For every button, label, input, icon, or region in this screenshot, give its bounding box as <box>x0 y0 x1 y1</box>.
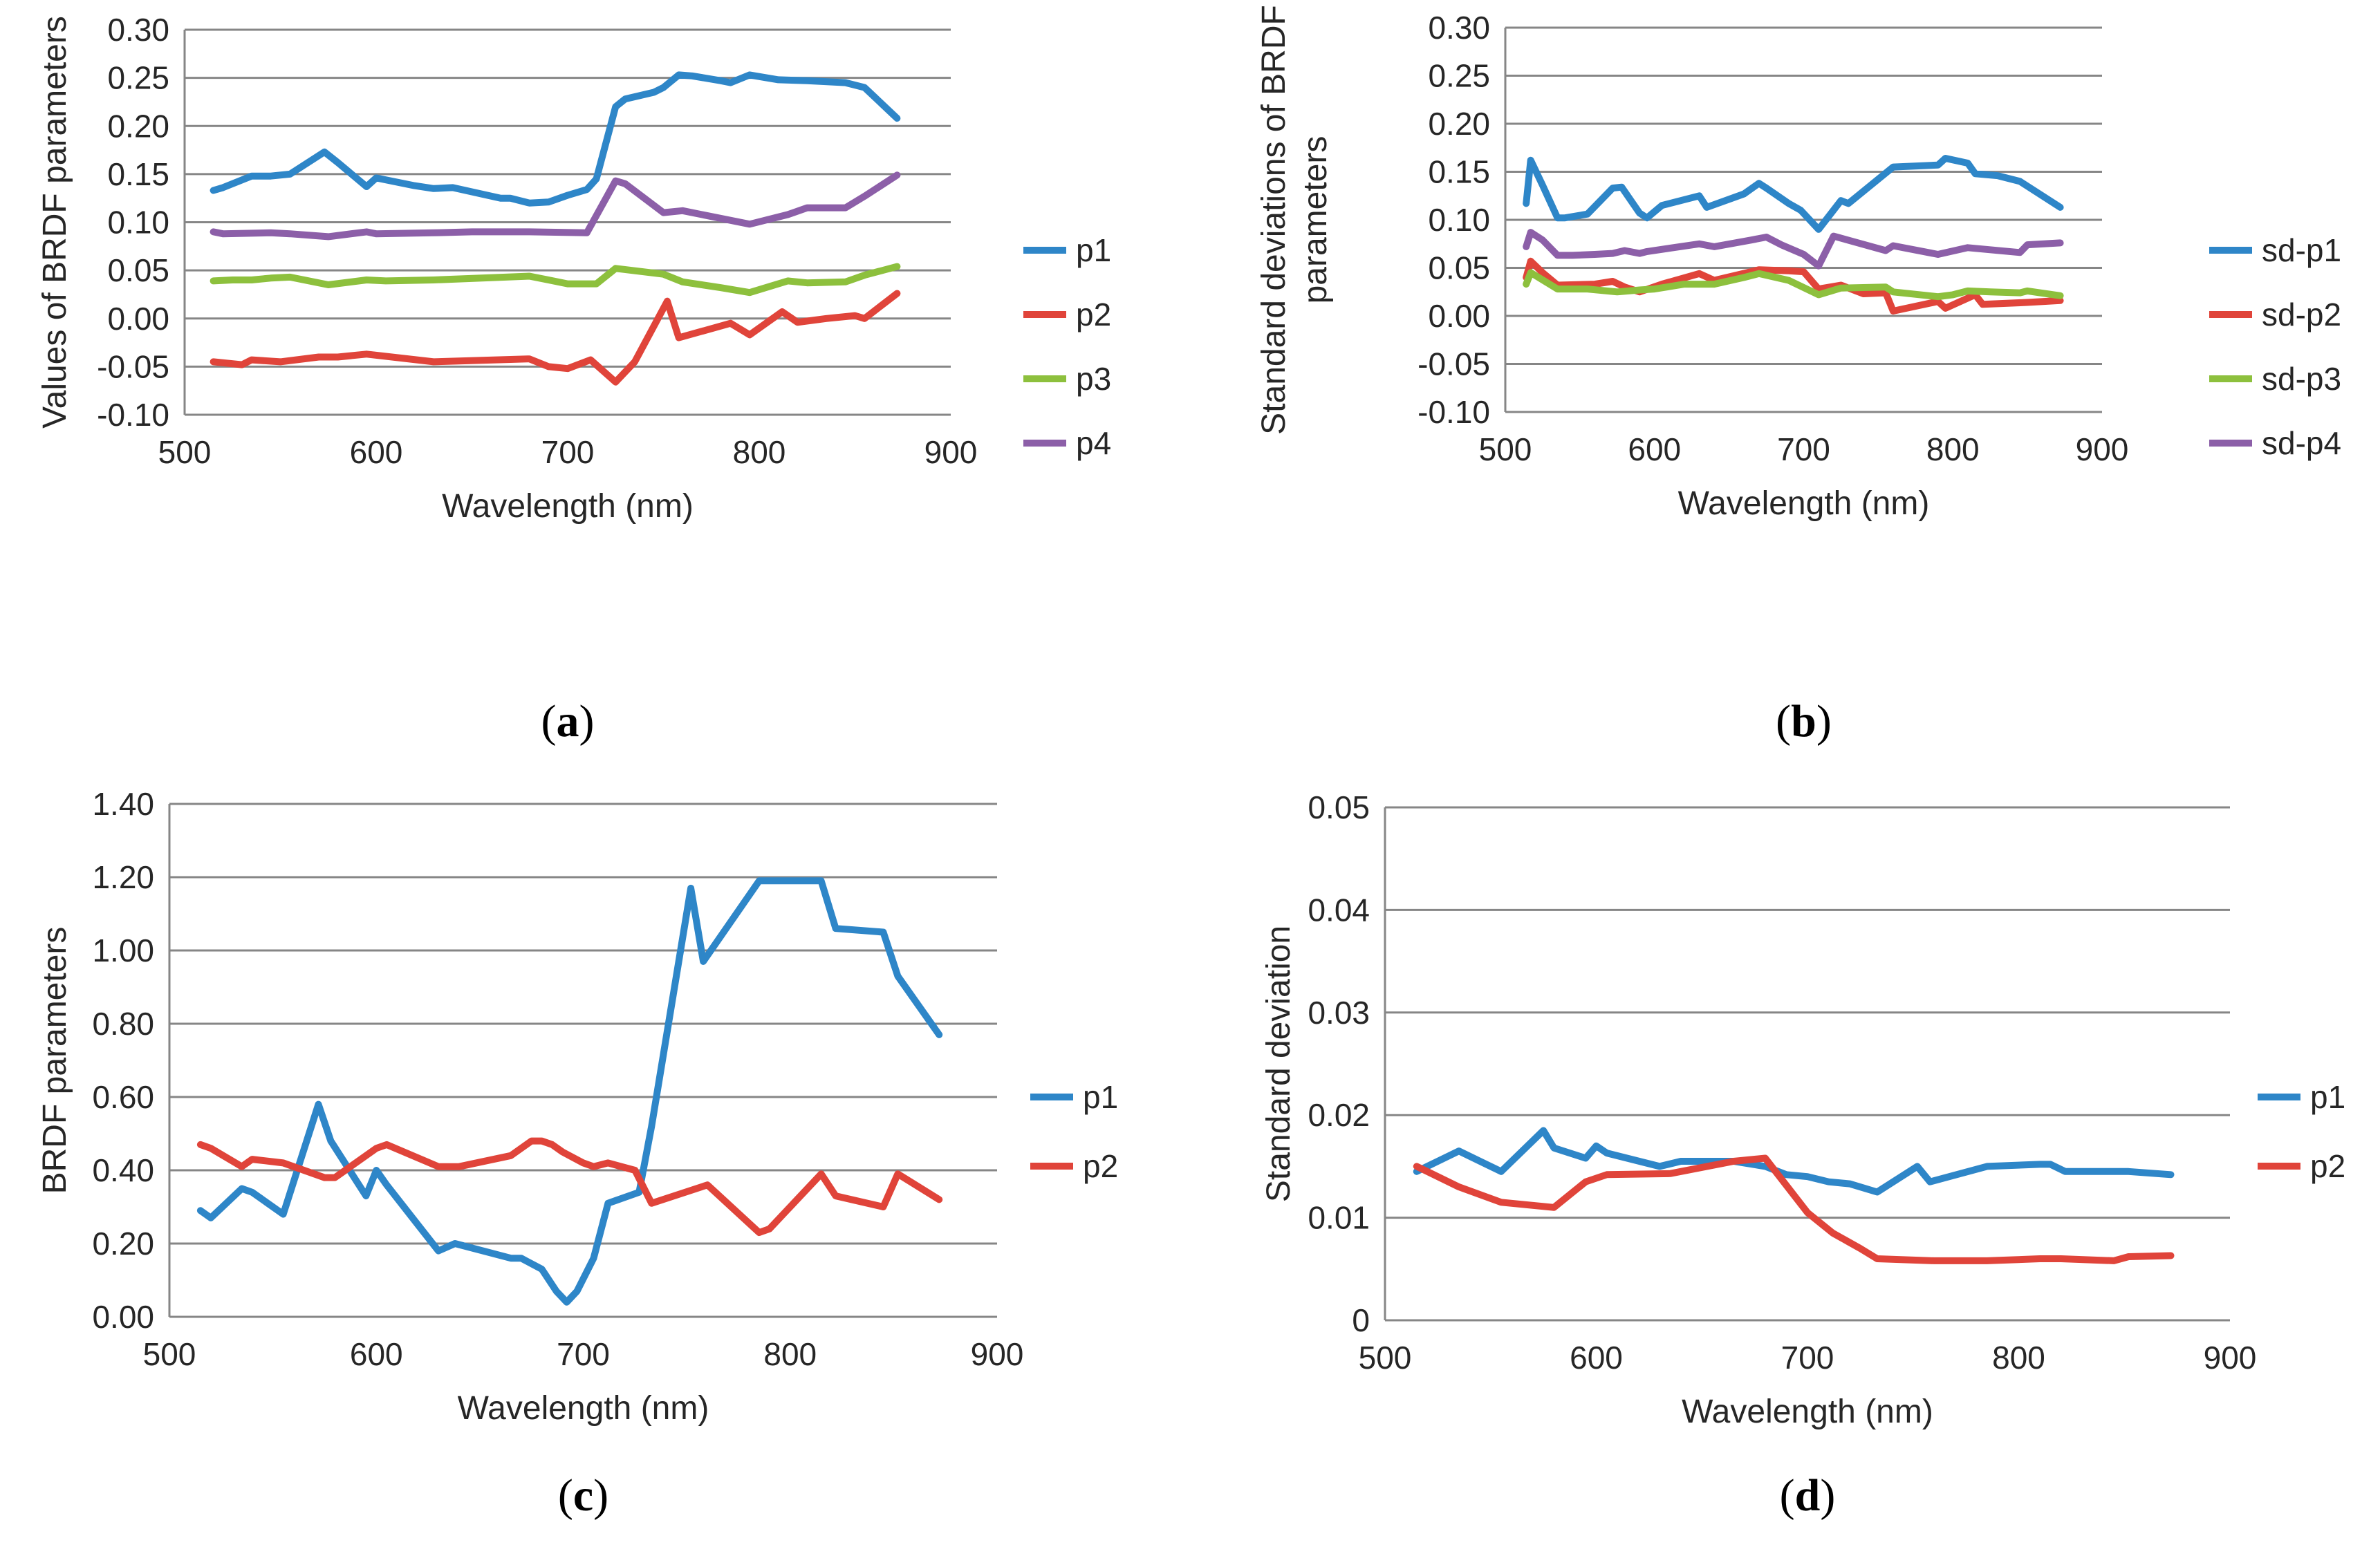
y-tick-label: 0.25 <box>107 60 169 96</box>
y-tick-label: -0.05 <box>97 348 169 384</box>
y-axis-title: parameters <box>1297 136 1334 304</box>
series-line-p2 <box>1413 1154 2175 1264</box>
x-axis-title: Wavelength (nm) <box>442 488 694 525</box>
chart-panel-b: -0.10 -0.05 0.00 0.05 0.10 0.15 0.20 0.25 0.30 50… <box>1256 5 2341 747</box>
series-line-p1 <box>210 71 901 207</box>
series-line-p2 <box>210 290 901 386</box>
legend-label-p2: p2 <box>1076 297 1111 332</box>
y-tick-label: 1.40 <box>92 786 154 822</box>
x-tick-label: 600 <box>350 1336 403 1372</box>
x-tick-label: 500 <box>158 434 212 470</box>
y-tick-label: 0.20 <box>92 1226 154 1262</box>
panel-caption: (b) <box>1776 696 1832 747</box>
x-tick-label: 500 <box>1479 431 1532 467</box>
x-tick-label: 900 <box>924 434 978 470</box>
y-axis-title: Standard deviation <box>1261 926 1297 1202</box>
x-tick-label: 900 <box>2204 1340 2257 1376</box>
legend-label-p3: p3 <box>1076 361 1111 397</box>
x-tick-label: 700 <box>557 1336 610 1372</box>
panel-letter: a <box>557 696 579 747</box>
x-tick-label: 700 <box>1781 1340 1834 1376</box>
panel-letter: c <box>573 1470 593 1521</box>
series-line-sd-p1 <box>1523 155 2064 233</box>
x-tick-label: 800 <box>1926 431 1980 467</box>
legend-label-sd-p3: sd-p3 <box>2262 361 2341 397</box>
legend-label-sd-p1: sd-p1 <box>2262 232 2341 268</box>
x-axis-title: Wavelength (nm) <box>458 1390 709 1427</box>
chart-panel-c: 0.00 0.20 0.40 0.60 0.80 1.00 1.20 1.40 500 600 70… <box>37 786 1118 1521</box>
x-tick-label: 500 <box>1359 1340 1412 1376</box>
y-tick-label: -0.05 <box>1417 346 1490 382</box>
legend-label-p1: p1 <box>1083 1079 1118 1115</box>
y-tick-label: 0.10 <box>107 205 169 241</box>
y-tick-label: 0.00 <box>107 301 169 337</box>
y-tick-label: 0.04 <box>1308 892 1370 928</box>
series-line-p1 <box>1413 1127 2175 1196</box>
legend-label-p2: p2 <box>1083 1148 1118 1184</box>
y-tick-label: 0.25 <box>1428 58 1490 94</box>
y-tick-label: -0.10 <box>97 397 169 433</box>
chart-panel-d: 0 0.01 0.02 0.03 0.04 0.05 500 600 700 800 900 Wave… <box>1261 789 2345 1521</box>
legend-label-p4: p4 <box>1076 425 1111 461</box>
series-line-sd-p4 <box>1523 229 2064 270</box>
panel-caption: (d) <box>1780 1470 1836 1521</box>
x-tick-label: 800 <box>1992 1340 2045 1376</box>
series-line-p4 <box>210 171 901 241</box>
x-tick-label: 800 <box>733 434 786 470</box>
panel-letter: b <box>1791 696 1816 747</box>
x-tick-label: 900 <box>2076 431 2129 467</box>
y-axis-title: BRDF parameters <box>37 927 73 1194</box>
series-line-p2 <box>196 1137 943 1237</box>
y-tick-label: 0.03 <box>1308 995 1370 1031</box>
y-tick-label: 0.30 <box>1428 10 1490 46</box>
series-line-p1 <box>196 877 943 1306</box>
x-axis-title: Wavelength (nm) <box>1678 485 1930 522</box>
x-tick-label: 800 <box>763 1336 817 1372</box>
legend-label-sd-p2: sd-p2 <box>2262 297 2341 332</box>
y-tick-label: 0.30 <box>107 12 169 48</box>
y-axis-title: Values of BRDF parameters <box>37 16 73 429</box>
y-tick-label: 0.05 <box>1308 789 1370 825</box>
y-tick-label: 0.80 <box>92 1006 154 1042</box>
x-tick-label: 700 <box>1777 431 1830 467</box>
x-tick-label: 500 <box>143 1336 196 1372</box>
x-axis-title: Wavelength (nm) <box>1682 1394 1933 1430</box>
y-tick-label: 0.05 <box>107 252 169 288</box>
y-tick-label: 0.15 <box>107 156 169 192</box>
y-tick-label: 0.00 <box>1428 298 1490 334</box>
y-tick-label: 0.01 <box>1308 1200 1370 1236</box>
x-tick-label: 600 <box>1628 431 1681 467</box>
y-tick-label: 0 <box>1352 1302 1370 1338</box>
y-tick-label: 0.20 <box>1428 106 1490 142</box>
y-tick-label: 0.05 <box>1428 250 1490 286</box>
y-tick-label: 0.20 <box>107 108 169 144</box>
panel-letter: d <box>1795 1470 1821 1521</box>
chart-panel-a: -0.10 -0.05 0.00 0.05 0.10 0.15 0.20 0.25 0.30 50… <box>37 12 1111 747</box>
y-tick-label: -0.10 <box>1417 394 1490 430</box>
legend-label-p1: p1 <box>2310 1079 2345 1115</box>
y-tick-label: 1.00 <box>92 932 154 968</box>
y-tick-label: 0.60 <box>92 1079 154 1115</box>
x-tick-label: 700 <box>541 434 595 470</box>
x-tick-label: 900 <box>971 1336 1024 1372</box>
y-tick-label: 0.10 <box>1428 202 1490 238</box>
y-tick-label: 0.00 <box>92 1299 154 1335</box>
panel-caption: (a) <box>541 696 595 747</box>
panel-caption: (c) <box>558 1470 608 1521</box>
y-tick-label: 0.02 <box>1308 1097 1370 1133</box>
y-tick-label: 0.15 <box>1428 154 1490 190</box>
legend-label-p2: p2 <box>2310 1148 2345 1184</box>
x-tick-label: 600 <box>1570 1340 1623 1376</box>
series-line-sd-p3 <box>1523 269 2064 301</box>
series-line-p3 <box>210 263 901 297</box>
y-tick-label: 0.40 <box>92 1152 154 1188</box>
legend-label-p1: p1 <box>1076 232 1111 268</box>
series-line-sd-p2 <box>1523 257 2064 315</box>
y-tick-label: 1.20 <box>92 859 154 895</box>
x-tick-label: 600 <box>350 434 403 470</box>
legend-label-sd-p4: sd-p4 <box>2262 425 2341 461</box>
y-axis-title: Standard deviations of BRDF <box>1256 5 1292 435</box>
